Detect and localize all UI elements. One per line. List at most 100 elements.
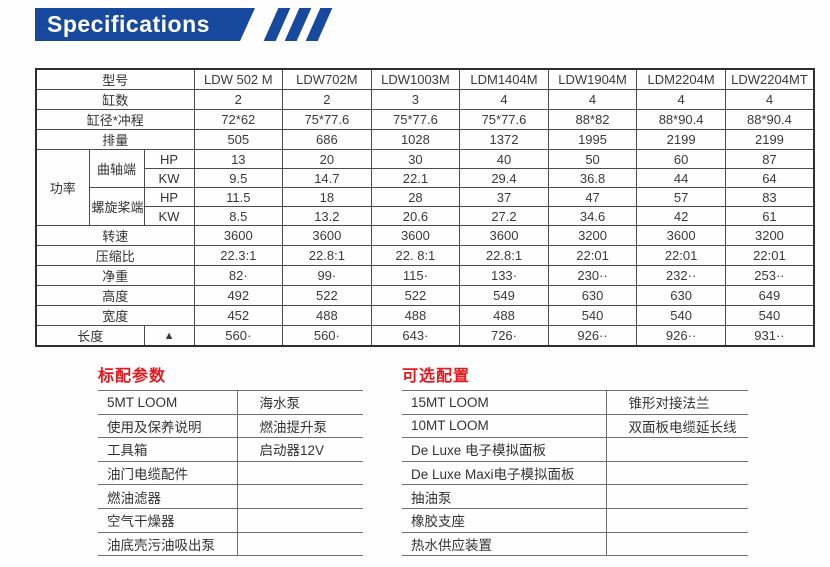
spec-cell: 29.4 (459, 168, 549, 188)
config-value: 启动器12V (236, 437, 363, 462)
spec-cell: 4 (547, 89, 638, 110)
spec-cell: 83 (724, 187, 815, 207)
spec-row-crank-hp: 功率 曲轴端 HP 13 20 30 40 50 60 87 (35, 149, 815, 226)
spec-cell: 20.6 (370, 206, 461, 226)
triangle-marker-icon: ▲ (143, 325, 195, 347)
config-row: 抽油泵 (402, 484, 748, 509)
config-item: 使用及保养说明 (98, 413, 237, 438)
config-row: De Luxe 电子模拟面板 (402, 437, 748, 462)
spec-cell: 560· (193, 325, 284, 347)
row-label: 净重 (35, 265, 195, 286)
spec-cell: 540 (636, 305, 726, 326)
spec-cell: 44 (636, 168, 726, 188)
spec-cell: 13 (193, 149, 284, 169)
spec-row-prop-kw: KW 8.5 13.2 20.6 27.2 34.6 42 61 (36, 206, 815, 226)
row-label-length: 长度 (35, 325, 145, 347)
spec-cell: 88*90.4 (724, 109, 815, 130)
spec-row-cylinders: 缸数 2 2 3 4 4 4 4 (35, 89, 815, 110)
spec-cell: 22. 8:1 (370, 245, 461, 266)
spec-cell: 3200 (724, 225, 815, 246)
spec-cell: 3600 (370, 225, 461, 246)
config-row: 10MT LOOM 双面板电缆延长线 (402, 413, 748, 438)
config-item: 10MT LOOM (402, 413, 606, 438)
spec-cell: 22.3:1 (193, 245, 284, 266)
spec-cell: 75*77.6 (459, 109, 549, 130)
spec-row-displacement: 排量 505 686 1028 1372 1995 2199 2199 (35, 129, 815, 150)
config-item: 橡胶支座 (402, 507, 606, 533)
config-value: 锥形对接法兰 (605, 390, 748, 415)
row-label-crankshaft-end: 曲轴端 (88, 149, 145, 188)
spec-cell: 75*77.6 (370, 109, 461, 130)
unit-label-hp: HP (143, 149, 195, 169)
model-name: LDM2204M (636, 68, 726, 90)
spec-cell: 88*82 (547, 109, 638, 130)
spec-cell: 3 (370, 89, 461, 110)
config-value (605, 437, 748, 462)
config-value (236, 484, 363, 509)
spec-row-prop-hp: 螺旋桨端 HP 11.5 18 28 37 47 57 83 (36, 187, 815, 226)
spec-row-compression: 压缩比 22.3:1 22.8:1 22. 8:1 22.8:1 22:01 2… (35, 245, 815, 266)
spec-cell: 72*62 (193, 109, 284, 130)
config-row: 工具箱 启动器12V (98, 437, 363, 462)
config-row: 橡胶支座 (402, 507, 748, 533)
spec-cell: 505 (193, 129, 284, 150)
unit-label-hp: HP (143, 187, 195, 207)
config-row: 5MT LOOM 海水泵 (98, 390, 363, 415)
spec-cell: 8.5 (193, 206, 284, 226)
spec-cell: 630 (636, 285, 726, 306)
config-value (605, 460, 748, 485)
spec-cell: 40 (459, 149, 549, 169)
spec-cell: 452 (193, 305, 284, 326)
spec-cell: 926·· (547, 325, 638, 347)
spec-cell: 4 (636, 89, 726, 110)
spec-cell: 115· (370, 265, 461, 286)
spec-cell: 133· (459, 265, 549, 286)
config-item: 15MT LOOM (402, 390, 606, 415)
row-label: 缸数 (35, 89, 195, 110)
slash-decoration-icon (305, 8, 333, 41)
spec-cell: 549 (459, 285, 549, 306)
config-item: 燃油滤器 (98, 484, 237, 509)
config-value (236, 531, 363, 557)
spec-row-length: 长度 ▲ 560· 560· 643· 726· 926·· 926·· 931… (35, 325, 815, 347)
config-row: 油门电缆配件 (98, 460, 363, 485)
spec-row-speed: 转速 3600 3600 3600 3600 3200 3600 3200 (35, 225, 815, 246)
row-label: 高度 (35, 285, 195, 306)
row-label: 转速 (35, 225, 195, 246)
standard-config-title: 标配参数 (98, 368, 167, 385)
spec-cell: 42 (636, 206, 726, 226)
config-item: 工具箱 (98, 437, 237, 462)
spec-cell: 57 (636, 187, 726, 207)
unit-label-kw: KW (143, 168, 195, 188)
spec-cell: 3600 (459, 225, 549, 246)
spec-cell: 4 (724, 89, 815, 110)
optional-config-table: 15MT LOOM 锥形对接法兰 10MT LOOM 双面板电缆延长线 De L… (402, 390, 748, 557)
spec-cell: 82· (193, 265, 284, 286)
spec-cell: 22.8:1 (282, 245, 372, 266)
config-row: De Luxe Maxi电子模拟面板 (402, 460, 748, 485)
row-label: 缸径*冲程 (35, 109, 195, 130)
row-label-power: 功率 (35, 149, 90, 226)
spec-cell: 3200 (547, 225, 638, 246)
config-row: 空气干燥器 (98, 507, 363, 533)
spec-row-net-weight: 净重 82· 99· 115· 133· 230·· 232·· 253·· (35, 265, 815, 286)
spec-cell: 492 (193, 285, 284, 306)
model-name: LDM1404M (459, 68, 549, 90)
config-row: 油底壳污油吸出泵 (98, 531, 363, 557)
spec-cell: 1995 (547, 129, 638, 150)
config-value (605, 531, 748, 557)
spec-cell: 3600 (282, 225, 372, 246)
spec-cell: 643· (370, 325, 461, 347)
spec-cell: 931·· (724, 325, 815, 347)
spec-cell: 50 (547, 149, 638, 169)
spec-cell: 230·· (547, 265, 638, 286)
row-label: 压缩比 (35, 245, 195, 266)
spec-cell: 1028 (370, 129, 461, 150)
spec-cell: 2199 (636, 129, 726, 150)
spec-cell: 488 (370, 305, 461, 326)
row-label: 排量 (35, 129, 195, 150)
model-name: LDW2204MT (724, 68, 815, 90)
config-item: 5MT LOOM (98, 390, 237, 415)
spec-cell: 60 (636, 149, 726, 169)
spec-cell: 2199 (724, 129, 815, 150)
